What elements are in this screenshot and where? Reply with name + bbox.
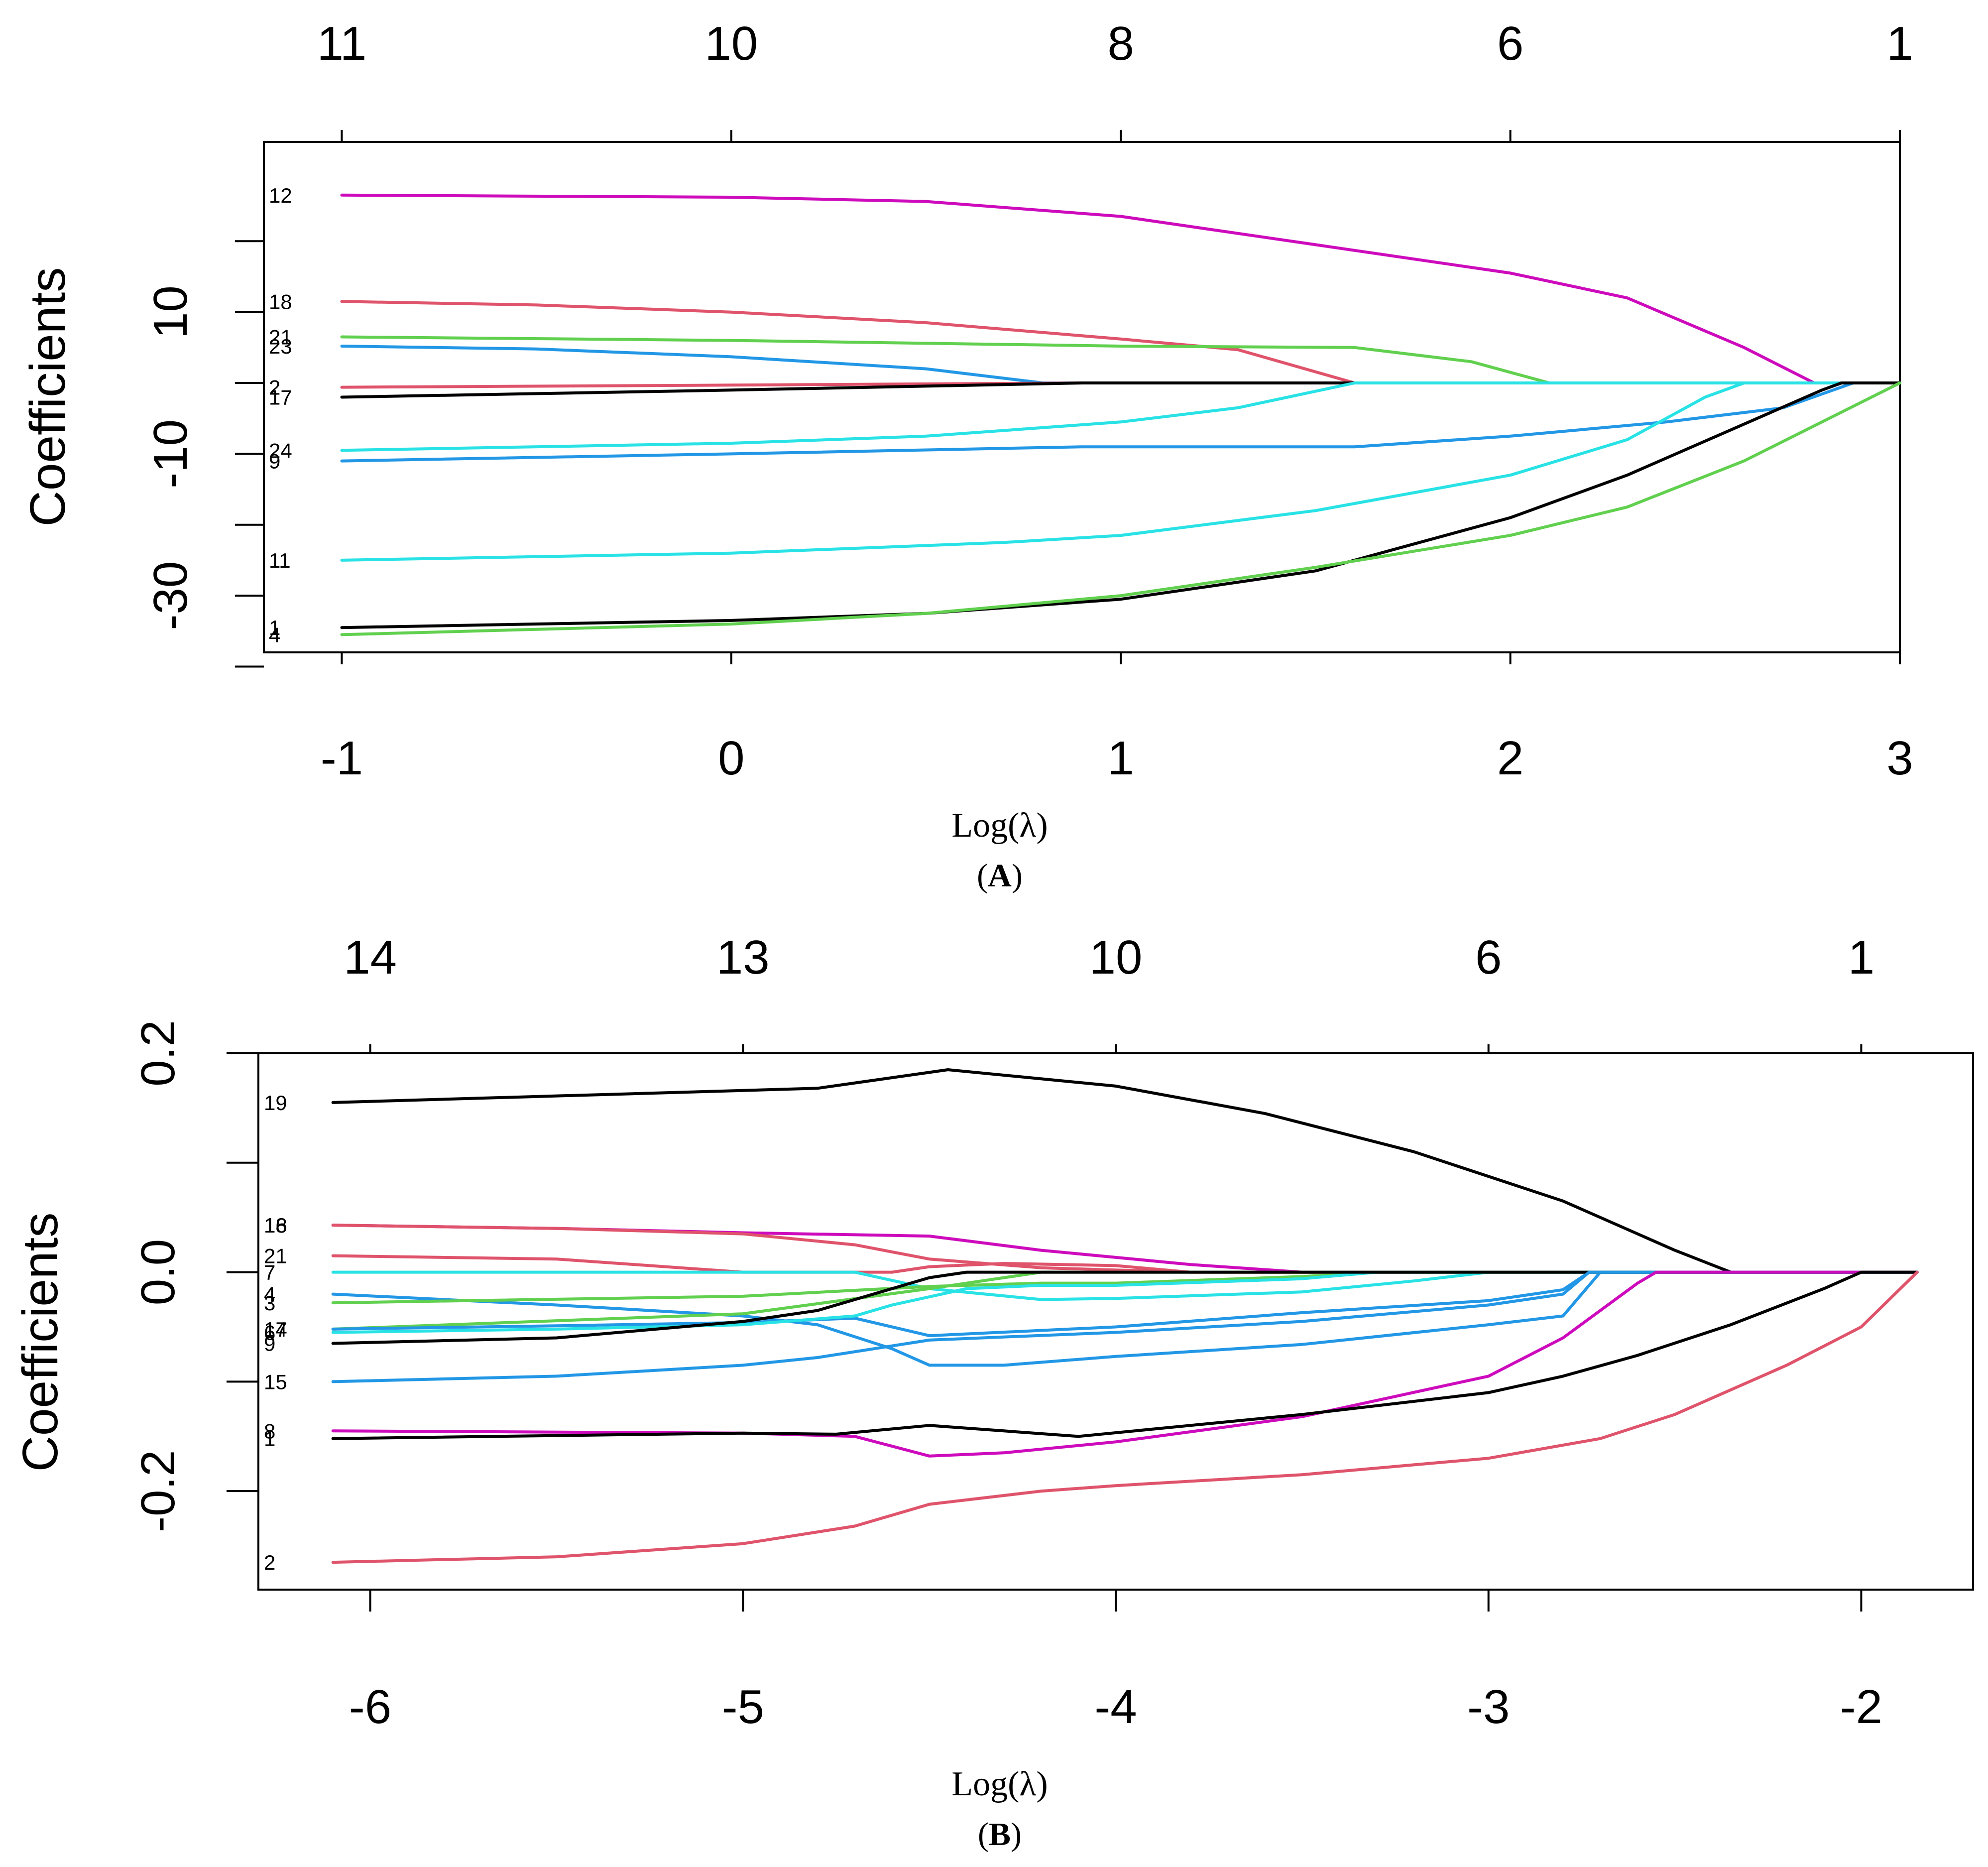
panel-a-series-4-label: 4 <box>269 623 280 646</box>
panel-a-caption: (A) <box>977 858 1023 894</box>
panel-b-series-8-line <box>331 1270 1919 1458</box>
panel-b-series-4-line <box>331 1270 1919 1367</box>
panel-a-top-tick-label: 6 <box>1497 17 1523 70</box>
panel-a-x-tick-label: 1 <box>1108 732 1134 785</box>
panel-b-series-8-label: 8 <box>264 1419 275 1443</box>
panel-b-series-9-line <box>331 1270 1919 1345</box>
panel-b-y-tick-label: -0.2 <box>131 1450 185 1532</box>
panel-a-series-12-label: 12 <box>269 184 292 207</box>
panel-a-series-4-line <box>340 381 1901 636</box>
panel-a-y-tick-label: 10 <box>144 285 197 339</box>
panel-b-series-3-label: 3 <box>264 1291 275 1315</box>
panel-b-x-tick-label: -3 <box>1467 1680 1510 1734</box>
panel-a-series-24-line <box>340 381 1901 452</box>
panel-b-y-tick-label: 0.0 <box>131 1239 185 1305</box>
panel-a-top-tick-label: 1 <box>1886 17 1913 70</box>
panel-b-top-tick-label: 13 <box>716 931 770 984</box>
panel-b-top-tick-label: 10 <box>1089 931 1143 984</box>
panel-b-series-6-line <box>331 1270 1919 1334</box>
panel-b-top-tick-label: 14 <box>344 931 397 984</box>
panel-b-x-axis-title: Log(λ) <box>951 1765 1048 1803</box>
panel-a-series-group <box>340 193 1901 636</box>
panel-b-series-14-label: 14 <box>264 1318 287 1341</box>
panel-a-x-tick-label: 3 <box>1886 732 1913 785</box>
panel-a-series-11-label: 11 <box>269 549 291 572</box>
panel-b-series-2-line <box>331 1270 1919 1564</box>
panel-b-x-tick-label: -2 <box>1840 1680 1882 1734</box>
panel-b-caption: (B) <box>978 1816 1022 1853</box>
panel-a-series-17-label: 17 <box>269 386 292 409</box>
panel-b-series-6-label: 6 <box>264 1321 275 1344</box>
panel-b-series-2-label: 2 <box>264 1551 275 1574</box>
panel-b-series-17-line <box>331 1270 1919 1338</box>
panel-b-series-7-label: 7 <box>264 1261 275 1284</box>
panel-b-series-group <box>331 1068 1919 1564</box>
panel-b-series-15-line <box>331 1270 1919 1383</box>
panel-a-x-tick-label: -1 <box>321 732 363 785</box>
panel-a-series-21-line <box>340 335 1901 384</box>
panel-b-series-17-label: 17 <box>264 1318 287 1341</box>
panel-a-series-18-label: 18 <box>269 290 292 313</box>
panel-a-caption-letter: A <box>988 858 1012 894</box>
panel-b-top-tick-label: 1 <box>1848 931 1874 984</box>
panel-a-x-tick-label: 0 <box>718 732 744 785</box>
panel-b-x-tick-label: -4 <box>1094 1680 1137 1734</box>
panel-b-x-tick-label: -6 <box>349 1680 391 1734</box>
panel-b-series-4-label: 4 <box>264 1283 275 1306</box>
panel-a-y-axis-title: Coefficients <box>20 267 76 527</box>
panel-a-series-23-label: 23 <box>269 335 292 358</box>
panel-a-series-12-line <box>340 193 1901 384</box>
panel-a-chart: -1 0 1 2 311 10 8 6 110-10-30 121821232172491114… <box>20 17 1913 894</box>
panel-b-series-18-label: 18 <box>264 1214 287 1237</box>
panel-a-series-18-line <box>340 300 1901 384</box>
panel-b-series-9-label: 9 <box>264 1332 275 1355</box>
panel-a-y-tick-label: -10 <box>144 419 197 489</box>
panel-a-x-axis-title: Log(λ) <box>951 806 1048 845</box>
panel-b-series-1-line <box>331 1270 1919 1440</box>
panel-b-x-tick-label: -5 <box>722 1680 764 1734</box>
panel-a-plot-frame <box>263 141 1901 653</box>
panel-b-series-14-line <box>331 1270 1919 1331</box>
panel-a-series-9-label: 9 <box>269 450 280 473</box>
panel-b-y-tick-label: 0.2 <box>131 1020 185 1086</box>
panel-b-series-21-label: 21 <box>264 1245 287 1268</box>
panel-b-axes: -6 -5 -4 -3 -214 13 10 6 10.20.0-0.2 <box>131 931 1882 1734</box>
panel-a-series-21-label: 21 <box>269 325 292 349</box>
panel-a-series-23-line <box>340 345 1901 384</box>
panel-b-series-7-line <box>331 1270 1919 1301</box>
panel-a-axes: -1 0 1 2 311 10 8 6 110-10-30 <box>144 17 1913 785</box>
panel-b-series-1-label: 1 <box>264 1427 275 1451</box>
panel-a-top-tick-label: 11 <box>317 17 367 70</box>
panel-a-x-tick-label: 2 <box>1497 732 1523 785</box>
panel-a-series-1-label: 1 <box>269 616 280 639</box>
panel-a-top-tick-label: 10 <box>704 17 758 70</box>
panel-a-series-9-line <box>340 381 1901 463</box>
panel-a-series-11-line <box>340 381 1901 562</box>
panel-a-series-2-label: 2 <box>269 376 280 399</box>
panel-b-series-16-label: 16 <box>264 1214 287 1237</box>
panel-a-series-24-label: 24 <box>269 439 292 462</box>
panel-b-series-19-label: 19 <box>264 1091 287 1115</box>
panel-b-series-15-label: 15 <box>264 1370 287 1393</box>
panel-b-caption-letter: B <box>989 1816 1011 1853</box>
panel-a-y-tick-label: -30 <box>144 561 197 630</box>
panel-b-y-axis-title: Coefficients <box>12 1213 68 1472</box>
panel-b-series-21-line <box>331 1254 1919 1274</box>
panel-a-top-tick-label: 8 <box>1108 17 1134 70</box>
panel-b-chart: -6 -5 -4 -3 -214 13 10 6 10.20.0-0.2 19161821743… <box>12 931 1974 1853</box>
panel-b-top-tick-label: 6 <box>1475 931 1502 984</box>
panel-b-series-19-line <box>331 1068 1919 1274</box>
